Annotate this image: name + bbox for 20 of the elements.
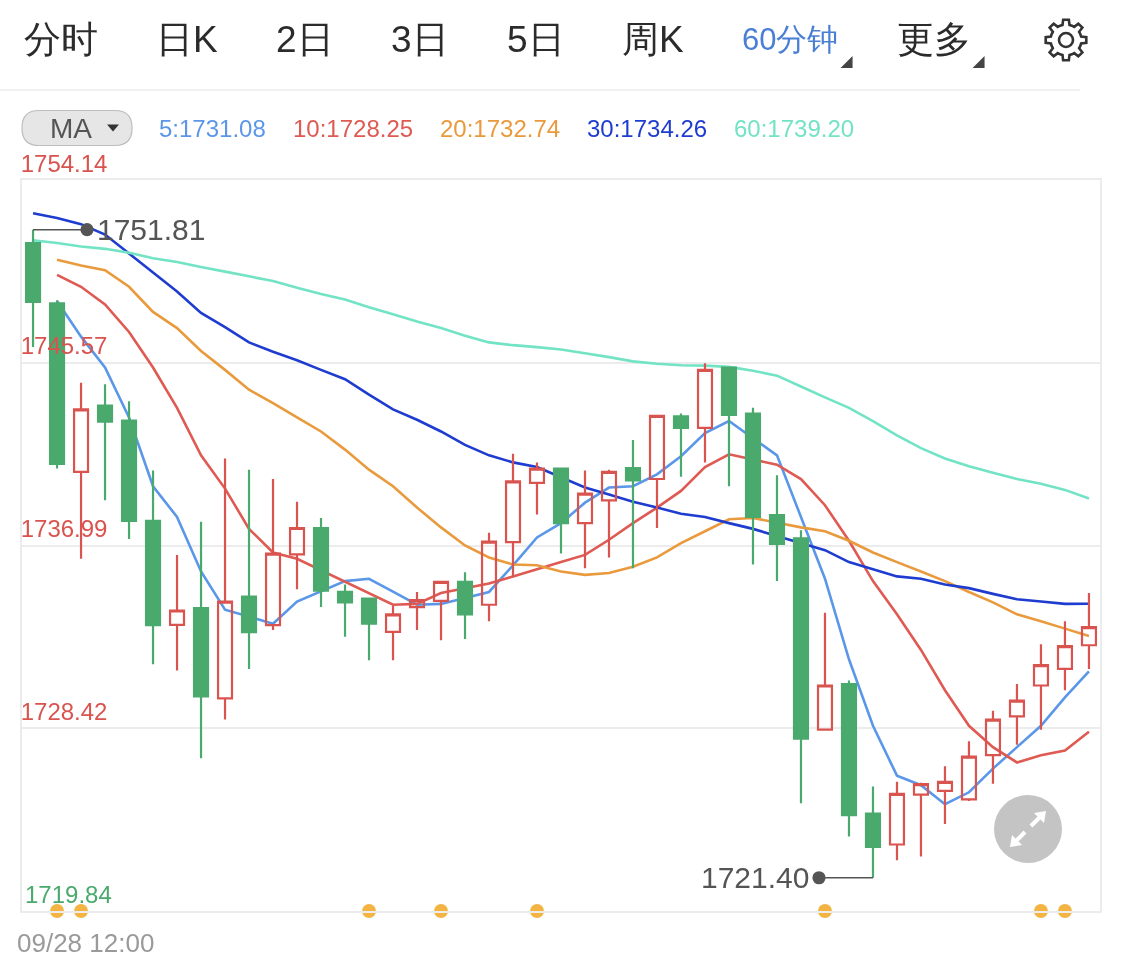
y-tick-label: 1754.14 [20, 149, 108, 177]
annotation: 1721.40 [701, 861, 810, 894]
text: 2日 [276, 19, 334, 60]
text: 5:1731.08 [159, 115, 266, 142]
text: 日K [156, 19, 218, 60]
text: 分时 [24, 19, 98, 60]
legend-title: MA [50, 113, 93, 144]
text: 3日 [391, 19, 449, 60]
text: 20:1732.74 [440, 115, 561, 142]
annotation: 1751.81 [97, 213, 206, 246]
text: 30:1734.26 [587, 115, 708, 142]
text: 09/28 12:00 [17, 928, 155, 958]
text: 60:1739.20 [734, 115, 855, 142]
text: 10:1728.25 [293, 115, 414, 142]
y-tick-label: 1728.42 [20, 697, 108, 725]
y-tick-label: 1719.84 [25, 880, 112, 908]
text: 5日 [507, 19, 565, 60]
text: 60分钟 [742, 22, 839, 57]
text: 更多 [897, 19, 971, 60]
text: 周K [622, 19, 684, 60]
